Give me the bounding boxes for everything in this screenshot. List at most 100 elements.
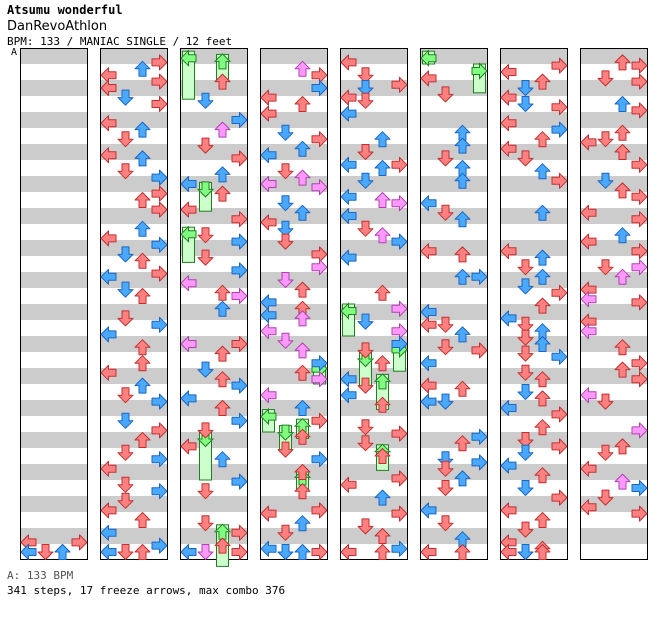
beat-stripe [100, 272, 168, 288]
down-arrow [277, 272, 294, 288]
right-arrow [631, 294, 648, 311]
beat-stripe [20, 464, 88, 480]
up-arrow [614, 144, 631, 160]
down-arrow [197, 515, 214, 532]
left-arrow [180, 336, 197, 352]
right-arrow [231, 288, 248, 304]
beat-stripe [420, 272, 488, 288]
down-arrow [437, 339, 454, 356]
right-arrow [151, 73, 168, 90]
down-arrow [277, 163, 294, 180]
down-arrow [357, 172, 374, 189]
beat-stripe [20, 176, 88, 192]
left-arrow [580, 460, 597, 477]
down-arrow [517, 316, 534, 333]
down-arrow [197, 422, 214, 439]
beat-stripe [500, 176, 568, 192]
beat-stripe [340, 48, 408, 64]
right-arrow [231, 211, 248, 228]
beat-stripe [20, 112, 88, 128]
beat-stripe [100, 432, 168, 448]
up-arrow [534, 249, 551, 266]
beat-stripe [420, 144, 488, 160]
left-arrow [180, 390, 197, 407]
beat-stripe [180, 464, 248, 480]
beat-stripe [420, 208, 488, 224]
beat-stripe [500, 432, 568, 448]
down-arrow [117, 246, 134, 263]
right-arrow [151, 316, 168, 333]
beat-stripe [500, 144, 568, 160]
beat-stripe [340, 432, 408, 448]
right-arrow [231, 262, 248, 279]
up-arrow [214, 300, 231, 317]
up-arrow [534, 544, 551, 560]
left-arrow [420, 544, 437, 560]
up-arrow [614, 268, 631, 285]
up-arrow [374, 160, 391, 176]
up-arrow [454, 211, 471, 228]
right-arrow [631, 243, 648, 260]
left-arrow [500, 64, 517, 80]
right-arrow [151, 96, 168, 112]
chart-column-1 [20, 48, 88, 560]
down-arrow [117, 544, 134, 560]
column-border [420, 48, 488, 560]
left-arrow [180, 438, 197, 455]
right-arrow [391, 300, 408, 317]
left-arrow [420, 70, 437, 87]
down-arrow [437, 204, 454, 221]
right-arrow [151, 537, 168, 554]
beat-stripe [580, 304, 648, 320]
right-arrow [391, 76, 408, 93]
up-arrow [214, 371, 231, 388]
left-arrow [500, 457, 517, 474]
left-arrow [340, 208, 357, 224]
beat-stripe [180, 112, 248, 128]
down-arrow [437, 150, 454, 167]
chart-column-2 [100, 48, 168, 560]
down-arrow [437, 480, 454, 496]
down-arrow [517, 150, 534, 167]
down-arrow [357, 67, 374, 84]
right-arrow [391, 425, 408, 442]
down-arrow [117, 476, 134, 493]
left-arrow [260, 176, 277, 192]
up-arrow [214, 73, 231, 90]
left-arrow [340, 387, 357, 404]
beat-stripe [180, 368, 248, 384]
down-arrow [517, 480, 534, 496]
right-arrow [151, 201, 168, 218]
up-arrow [214, 284, 231, 301]
beat-stripe [260, 272, 328, 288]
beat-stripe [500, 208, 568, 224]
beat-stripe [180, 176, 248, 192]
right-arrow [631, 211, 648, 228]
left-arrow [580, 204, 597, 221]
down-arrow [517, 96, 534, 112]
down-arrow [117, 444, 134, 461]
beat-stripe [20, 208, 88, 224]
chart-column-5 [340, 48, 408, 560]
up-arrow [294, 169, 311, 186]
beat-stripe [420, 240, 488, 256]
up-arrow [374, 131, 391, 148]
down-arrow [37, 544, 54, 560]
up-arrow [534, 467, 551, 484]
left-arrow [260, 540, 277, 557]
beat-stripe [420, 400, 488, 416]
beat-stripe [100, 400, 168, 416]
beat-stripe [420, 528, 488, 544]
right-arrow [631, 355, 648, 372]
beat-stripe [20, 144, 88, 160]
down-arrow [517, 364, 534, 381]
up-arrow [534, 204, 551, 221]
down-arrow [277, 233, 294, 250]
right-arrow [631, 371, 648, 388]
beat-stripe [100, 240, 168, 256]
left-arrow [420, 502, 437, 519]
up-arrow [454, 380, 471, 397]
up-arrow [374, 396, 391, 413]
up-arrow [294, 364, 311, 381]
left-arrow [500, 544, 517, 560]
